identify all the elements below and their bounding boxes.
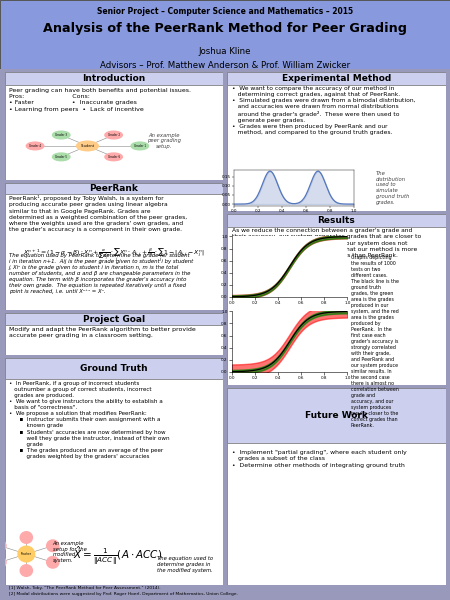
Text: $\hat{X} = \frac{1}{\|ACC\|}(A \cdot ACC)$: $\hat{X} = \frac{1}{\|ACC\|}(A \cdot ACC… bbox=[73, 545, 162, 567]
FancyBboxPatch shape bbox=[4, 358, 223, 379]
Circle shape bbox=[0, 557, 6, 568]
Text: Experimental Method: Experimental Method bbox=[282, 74, 391, 83]
Text: The equation used to
determine grades in
the modified system.: The equation used to determine grades in… bbox=[157, 556, 213, 572]
Text: •  Implement "partial grading", where each student only
   grades a subset of th: • Implement "partial grading", where eac… bbox=[232, 450, 406, 468]
Text: PeerRank: PeerRank bbox=[89, 184, 138, 193]
Text: Introduction: Introduction bbox=[82, 74, 145, 83]
Text: Ground Truth: Ground Truth bbox=[80, 364, 148, 373]
Circle shape bbox=[105, 131, 122, 139]
Text: Graphs depicting
the results of 1000
tests on two
different cases.
The black lin: Graphs depicting the results of 1000 tes… bbox=[351, 255, 399, 428]
FancyBboxPatch shape bbox=[4, 184, 223, 194]
Text: Analysis of the PeerRank Method for Peer Grading: Analysis of the PeerRank Method for Peer… bbox=[43, 22, 407, 35]
FancyBboxPatch shape bbox=[227, 214, 446, 227]
Text: [1] Walsh, Toby. "The PeerRank Method for Peer Assessment." (2014).: [1] Walsh, Toby. "The PeerRank Method fo… bbox=[9, 586, 161, 590]
Circle shape bbox=[53, 153, 70, 161]
FancyBboxPatch shape bbox=[4, 72, 223, 85]
Text: Results: Results bbox=[318, 216, 355, 225]
Text: [2] Modal distributions were suggested by Prof. Roger Hoerl, Department of Mathe: [2] Modal distributions were suggested b… bbox=[9, 592, 238, 596]
Circle shape bbox=[20, 532, 32, 543]
Text: The
distribution
used to
simulate
ground truth
grades.: The distribution used to simulate ground… bbox=[376, 171, 409, 205]
Text: Modify and adapt the PeerRank algorithm to better provide
accurate peer grading : Modify and adapt the PeerRank algorithm … bbox=[9, 327, 196, 338]
Circle shape bbox=[26, 142, 44, 150]
FancyBboxPatch shape bbox=[4, 325, 223, 355]
Text: An example
peer grading
setup.: An example peer grading setup. bbox=[147, 133, 181, 149]
Circle shape bbox=[47, 540, 59, 551]
Text: Peer grading can have both benefits and potential issues.
Pros:                 : Peer grading can have both benefits and … bbox=[9, 88, 191, 112]
Text: The equation used by PeerRank to determine the grade for student
i in iteration : The equation used by PeerRank to determi… bbox=[9, 253, 193, 294]
Circle shape bbox=[76, 141, 99, 151]
FancyBboxPatch shape bbox=[227, 388, 446, 443]
Text: Student: Student bbox=[81, 144, 94, 148]
Text: As we reduce the connection between a grader's grade and
their accuracy, our sys: As we reduce the connection between a gr… bbox=[232, 229, 421, 258]
Text: Grader 1: Grader 1 bbox=[134, 144, 146, 148]
Text: Future Work: Future Work bbox=[305, 411, 368, 420]
FancyBboxPatch shape bbox=[4, 194, 223, 310]
Circle shape bbox=[105, 153, 122, 161]
Text: Joshua Kline: Joshua Kline bbox=[199, 47, 251, 56]
Circle shape bbox=[53, 131, 70, 139]
Text: Teacher: Teacher bbox=[21, 552, 32, 556]
Text: Grader 6: Grader 6 bbox=[108, 155, 120, 159]
Text: An example
setup for the
modified
system.: An example setup for the modified system… bbox=[53, 541, 86, 563]
Text: $X_i^{n+1} = (1-\alpha-\beta)\cdot X_i^n + \frac{\alpha}{\sum_j X_j^n}\cdot\sum_: $X_i^{n+1} = (1-\alpha-\beta)\cdot X_i^n… bbox=[23, 247, 204, 266]
Text: Advisors – Prof. Matthew Anderson & Prof. William Zwicker: Advisors – Prof. Matthew Anderson & Prof… bbox=[100, 61, 350, 70]
Text: Grader 2: Grader 2 bbox=[108, 133, 120, 137]
FancyBboxPatch shape bbox=[0, 0, 450, 69]
Text: •  In PeerRank, if a group of incorrect students
   outnumber a group of correct: • In PeerRank, if a group of incorrect s… bbox=[9, 380, 170, 459]
Circle shape bbox=[131, 142, 148, 150]
Text: Project Goal: Project Goal bbox=[82, 314, 145, 323]
FancyBboxPatch shape bbox=[227, 72, 446, 85]
Circle shape bbox=[18, 546, 35, 562]
FancyBboxPatch shape bbox=[227, 443, 446, 585]
FancyBboxPatch shape bbox=[227, 85, 446, 211]
FancyBboxPatch shape bbox=[4, 379, 223, 585]
Text: Grader 5: Grader 5 bbox=[55, 155, 67, 159]
Text: Senior Project – Computer Science and Mathematics – 2015: Senior Project – Computer Science and Ma… bbox=[97, 7, 353, 16]
FancyBboxPatch shape bbox=[4, 85, 223, 181]
Text: PeerRank¹, proposed by Toby Walsh, is a system for
producing accurate peer grade: PeerRank¹, proposed by Toby Walsh, is a … bbox=[9, 195, 187, 232]
Text: •  We want to compare the accuracy of our method in
   determining correct grade: • We want to compare the accuracy of our… bbox=[232, 86, 415, 135]
Circle shape bbox=[0, 540, 6, 551]
Text: Grader 4: Grader 4 bbox=[29, 144, 41, 148]
FancyBboxPatch shape bbox=[4, 313, 223, 325]
Circle shape bbox=[47, 557, 59, 568]
Text: Grader 3: Grader 3 bbox=[55, 133, 68, 137]
Circle shape bbox=[20, 565, 32, 577]
FancyBboxPatch shape bbox=[227, 227, 446, 385]
